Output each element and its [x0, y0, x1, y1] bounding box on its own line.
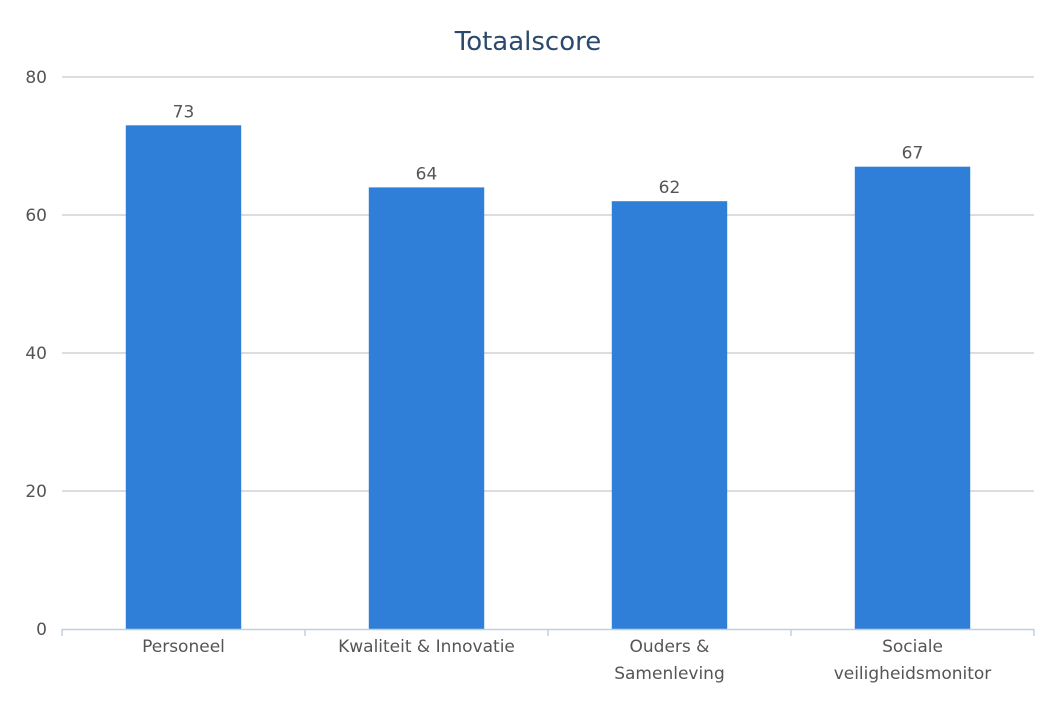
- y-tick-label: 20: [25, 482, 47, 502]
- bar: [125, 125, 242, 630]
- bar-value-label: 62: [659, 178, 681, 198]
- y-tick-label: 80: [25, 68, 47, 88]
- x-category-label: Ouders &: [630, 637, 710, 657]
- x-category-label: Kwaliteit & Innovatie: [338, 637, 515, 657]
- data-labels: 73 64 62 67: [173, 102, 924, 198]
- x-axis-labels: Personeel Kwaliteit & Innovatie Ouders & Sa…: [142, 637, 991, 684]
- y-axis-ticks: 0 20 40 60 80: [25, 68, 47, 640]
- x-category-label: Sociale: [882, 637, 943, 657]
- bar: [611, 201, 728, 629]
- x-category-label: Personeel: [142, 637, 225, 657]
- bar-value-label: 67: [902, 144, 924, 164]
- x-axis: [61, 628, 1035, 636]
- bar: [368, 187, 485, 629]
- x-category-label: Samenleving: [614, 664, 725, 684]
- bars: [125, 125, 971, 630]
- y-tick-label: 0: [36, 620, 47, 640]
- chart-title: Totaalscore: [454, 27, 602, 57]
- bar-value-label: 73: [173, 102, 195, 122]
- x-category-label: veiligheidsmonitor: [834, 664, 992, 684]
- y-tick-label: 60: [25, 206, 47, 226]
- bar-value-label: 64: [416, 164, 438, 184]
- bar: [854, 166, 971, 629]
- y-tick-label: 40: [25, 344, 47, 364]
